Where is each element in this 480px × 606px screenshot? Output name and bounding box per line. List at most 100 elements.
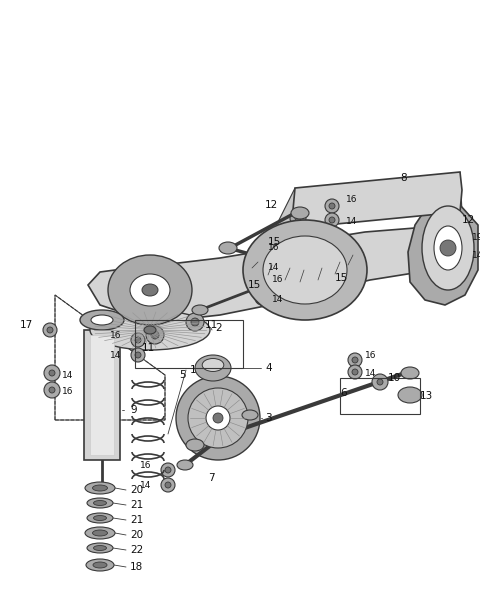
Circle shape [259, 295, 265, 301]
Ellipse shape [85, 527, 115, 539]
Text: 18: 18 [130, 562, 143, 572]
Text: 14: 14 [365, 370, 376, 379]
Text: 14: 14 [62, 370, 73, 379]
Ellipse shape [195, 355, 231, 381]
Text: 11: 11 [142, 343, 155, 353]
Ellipse shape [87, 513, 113, 523]
Text: 3: 3 [265, 413, 272, 423]
Ellipse shape [130, 274, 170, 306]
Circle shape [43, 323, 57, 337]
Circle shape [131, 333, 145, 347]
Text: 10: 10 [388, 373, 401, 383]
Circle shape [460, 239, 466, 245]
Circle shape [188, 388, 248, 448]
Circle shape [161, 478, 175, 492]
Circle shape [325, 213, 339, 227]
Ellipse shape [91, 315, 113, 325]
Circle shape [290, 210, 306, 226]
Circle shape [348, 365, 362, 379]
Ellipse shape [398, 387, 422, 403]
Ellipse shape [263, 236, 347, 304]
Circle shape [151, 331, 159, 339]
Text: 17: 17 [20, 320, 33, 330]
Polygon shape [293, 172, 462, 228]
Ellipse shape [94, 516, 107, 521]
Circle shape [165, 467, 171, 473]
Text: 16: 16 [140, 461, 152, 470]
Ellipse shape [434, 226, 462, 270]
Bar [90, 335, 114, 455]
Ellipse shape [401, 367, 419, 379]
Circle shape [135, 352, 141, 358]
Text: 14: 14 [268, 262, 279, 271]
Circle shape [251, 246, 265, 260]
Ellipse shape [85, 482, 115, 494]
Ellipse shape [93, 485, 108, 491]
Circle shape [255, 291, 269, 305]
Text: 11: 11 [205, 320, 218, 330]
Text: 16: 16 [110, 330, 121, 339]
Text: 14: 14 [272, 296, 283, 304]
Circle shape [44, 365, 60, 381]
Text: 21: 21 [130, 500, 143, 510]
Polygon shape [88, 228, 470, 320]
Bar [340, 378, 420, 414]
Circle shape [352, 369, 358, 375]
Ellipse shape [186, 439, 204, 451]
Text: 22: 22 [130, 545, 143, 555]
Circle shape [455, 247, 471, 263]
Ellipse shape [86, 559, 114, 571]
Circle shape [146, 326, 164, 344]
Text: 16: 16 [346, 196, 358, 204]
Text: 19: 19 [472, 233, 480, 242]
Text: 15: 15 [248, 280, 261, 290]
Ellipse shape [422, 206, 474, 290]
Ellipse shape [108, 255, 192, 325]
Text: 5: 5 [180, 370, 186, 380]
Circle shape [213, 413, 223, 423]
Text: 14: 14 [140, 481, 151, 490]
Circle shape [191, 318, 199, 326]
Circle shape [329, 203, 335, 209]
Text: 16: 16 [272, 276, 284, 284]
Circle shape [325, 199, 339, 213]
Polygon shape [408, 195, 478, 305]
Circle shape [165, 482, 171, 488]
Circle shape [251, 258, 265, 272]
Circle shape [49, 387, 55, 393]
Text: 16: 16 [268, 244, 279, 253]
Circle shape [186, 313, 204, 331]
Text: 6: 6 [340, 388, 347, 398]
Text: 16: 16 [365, 350, 376, 359]
Ellipse shape [93, 562, 107, 568]
Text: 1: 1 [190, 365, 197, 375]
Circle shape [445, 222, 461, 238]
Ellipse shape [242, 410, 258, 420]
Circle shape [259, 282, 265, 288]
Circle shape [49, 370, 55, 376]
Polygon shape [452, 172, 462, 235]
Circle shape [255, 278, 269, 292]
Text: 15: 15 [335, 273, 348, 283]
Text: 21: 21 [130, 515, 143, 525]
Polygon shape [270, 188, 295, 258]
Ellipse shape [93, 530, 108, 536]
Ellipse shape [243, 220, 367, 320]
Ellipse shape [202, 359, 224, 371]
Ellipse shape [94, 545, 107, 550]
Text: 8: 8 [400, 173, 407, 183]
Circle shape [131, 348, 145, 362]
Circle shape [161, 463, 175, 477]
Text: 20: 20 [130, 485, 143, 495]
Circle shape [377, 379, 383, 385]
Circle shape [440, 240, 456, 256]
Circle shape [372, 374, 388, 390]
Text: 14: 14 [472, 250, 480, 259]
Ellipse shape [94, 501, 107, 505]
Ellipse shape [142, 284, 158, 296]
Ellipse shape [87, 543, 113, 553]
Circle shape [135, 337, 141, 343]
Circle shape [352, 357, 358, 363]
Ellipse shape [291, 207, 309, 219]
Text: 12: 12 [462, 215, 475, 225]
